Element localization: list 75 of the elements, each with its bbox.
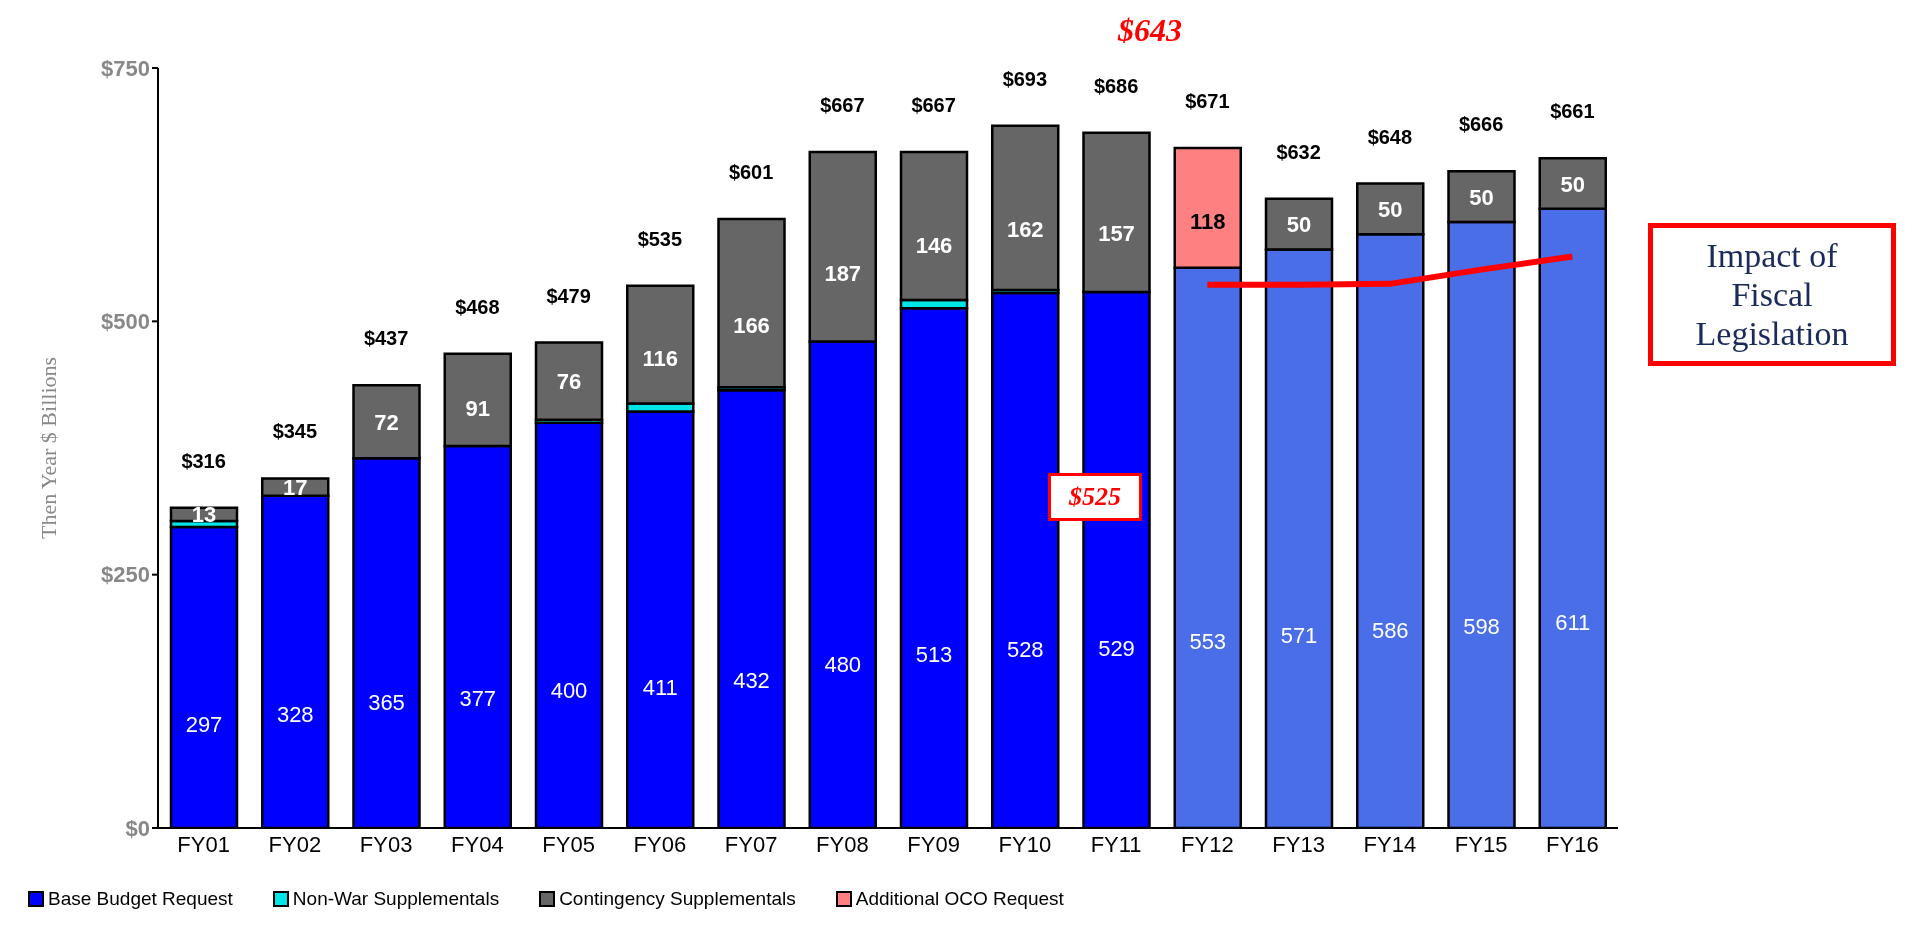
y-tick-label: $0 — [125, 815, 150, 841]
legend-label: Base Budget Request — [48, 888, 233, 910]
data-label: 76 — [556, 369, 582, 395]
x-tick-label: FY05 — [542, 831, 595, 857]
data-label: 365 — [368, 689, 405, 715]
data-label: 480 — [824, 652, 862, 678]
text: Impact of Fiscal Legislation — [1648, 223, 1896, 367]
annotation: $316 — [181, 449, 226, 472]
annotation: $666 — [1458, 113, 1504, 136]
y-tick-label: $250 — [101, 562, 150, 588]
x-tick-label: FY07 — [724, 831, 778, 857]
x-tick-label: FY02 — [268, 831, 322, 857]
data-label: 187 — [824, 260, 862, 286]
data-label: 17 — [283, 475, 308, 501]
data-label: 50 — [1560, 171, 1585, 197]
data-label: 50 — [1378, 196, 1403, 222]
data-label: 586 — [1371, 617, 1409, 643]
data-label: 297 — [185, 711, 223, 737]
x-tick-label: FY01 — [177, 831, 230, 857]
x-tick-label: FY14 — [1363, 831, 1417, 857]
y-axis-title: Then Year $ Billions — [35, 356, 61, 540]
data-label: 72 — [374, 409, 399, 435]
data-label: 50 — [1469, 184, 1494, 210]
data-label: 328 — [276, 701, 314, 727]
annotation: $525 — [1048, 473, 1142, 521]
legend-label: Additional OCO Request — [855, 888, 1064, 910]
annotation: $601 — [728, 160, 774, 183]
data-label: 571 — [1280, 622, 1318, 648]
data-label: 528 — [1006, 636, 1044, 662]
x-tick-label: FY11 — [1090, 831, 1142, 857]
x-tick-label: FY13 — [1272, 831, 1325, 857]
data-label: 157 — [1098, 221, 1135, 247]
annotation: $468 — [455, 295, 500, 318]
annotation: $671 — [1185, 90, 1230, 113]
x-tick-label: FY10 — [998, 831, 1052, 857]
data-label: 377 — [459, 685, 497, 711]
y-tick-label: $500 — [101, 309, 150, 335]
annotation: $479 — [546, 284, 591, 307]
x-tick-label: FY03 — [359, 831, 413, 857]
data-label: 432 — [733, 667, 770, 693]
data-label: 162 — [1006, 217, 1044, 243]
annotation: $437 — [363, 327, 409, 350]
data-label: 91 — [465, 396, 490, 422]
data-label: 146 — [915, 232, 953, 258]
data-label: 50 — [1286, 212, 1312, 238]
x-tick-label: FY12 — [1181, 831, 1234, 857]
x-tick-label: FY16 — [1546, 831, 1599, 857]
x-tick-label: FY09 — [907, 831, 960, 857]
data-label: 553 — [1189, 628, 1227, 654]
annotation: $535 — [637, 227, 683, 250]
data-label: 411 — [642, 674, 678, 700]
data-label: 116 — [642, 345, 678, 371]
annotation: $686 — [1093, 74, 1139, 97]
data-label: 166 — [733, 313, 770, 339]
annotation: $632 — [1276, 140, 1321, 163]
legend-label: Contingency Supplementals — [559, 888, 796, 910]
annotation: $648 — [1367, 125, 1413, 148]
legend-label: Non-War Supplementals — [292, 888, 500, 910]
data-label: 118 — [1190, 209, 1226, 235]
x-tick-label: FY04 — [451, 831, 504, 857]
annotation: $345 — [272, 420, 318, 443]
annotation: $667 — [911, 94, 956, 117]
y-tick-label: $750 — [101, 55, 150, 81]
data-label: 598 — [1463, 614, 1500, 640]
annotation: $693 — [1002, 67, 1048, 90]
annotation: $667 — [820, 94, 865, 117]
data-label: 611 — [1555, 609, 1591, 635]
data-label: 400 — [550, 678, 588, 704]
text: $643 — [1118, 12, 1182, 49]
data-label: 513 — [915, 641, 953, 667]
data-label: 529 — [1098, 636, 1135, 662]
x-tick-label: FY08 — [816, 831, 869, 857]
x-tick-label: FY15 — [1454, 831, 1508, 857]
annotation: $661 — [1550, 100, 1595, 123]
x-tick-label: FY06 — [633, 831, 687, 857]
